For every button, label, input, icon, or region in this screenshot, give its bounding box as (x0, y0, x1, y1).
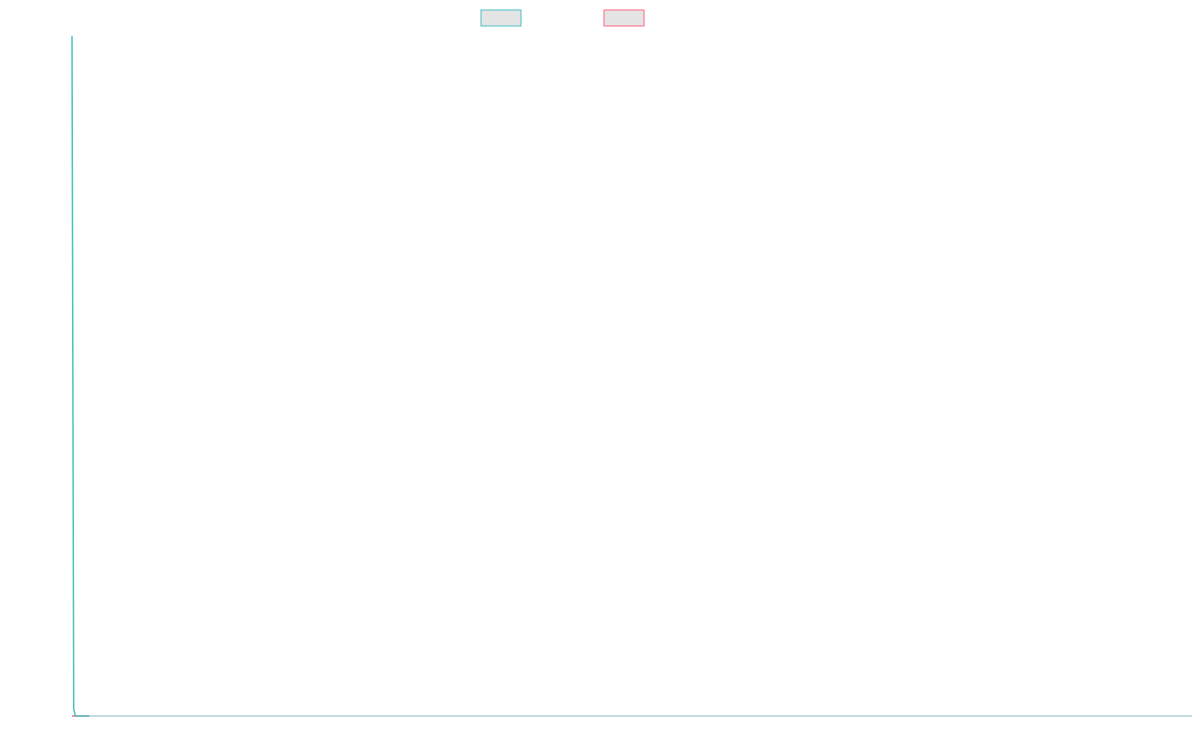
legend-swatch-series-2[interactable] (603, 9, 645, 27)
legend-swatch-series-1[interactable] (480, 9, 522, 27)
legend (480, 9, 645, 27)
series-line-1 (71, 35, 90, 717)
series-layer (71, 35, 90, 717)
